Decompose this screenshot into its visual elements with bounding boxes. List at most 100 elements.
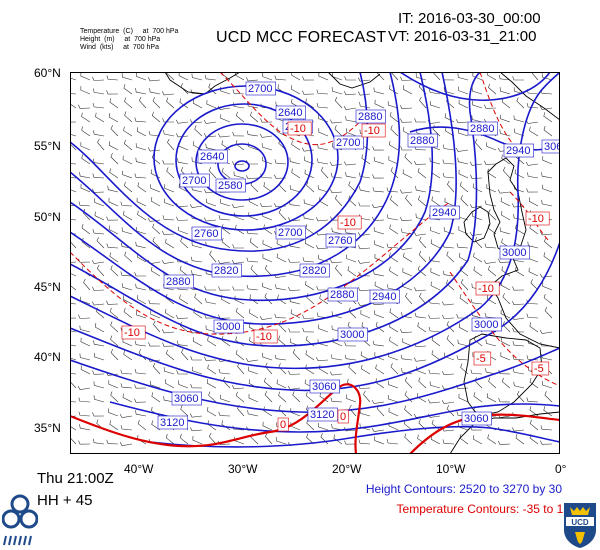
wind-barb [526,188,539,193]
wind-barb [134,398,147,403]
wind-barb [344,76,357,81]
wind-barb [70,93,77,95]
wind-barb [93,130,105,137]
height-label: 3060 [309,379,340,394]
wind-barb [516,97,525,109]
wind-barb [80,86,91,95]
wind-barb [232,244,244,249]
svg-text:2760: 2760 [328,235,352,247]
wind-barb [485,368,497,375]
wind-barb [357,77,371,82]
wind-barb [192,337,203,347]
wind-barb [317,185,329,193]
coastlines [164,72,560,454]
wind-barb [110,265,119,277]
wind-barb [543,126,553,137]
wind-barb [419,236,427,249]
height-label: 3000 [337,327,368,342]
forecast-lead: HH + 45 [37,492,93,509]
wind-barb [303,214,315,221]
wind-barb [372,146,385,151]
wind-barb [91,260,105,264]
wind-barb [401,368,413,375]
wind-barb [262,421,273,431]
wind-barb [205,143,217,151]
wind-barb [148,342,161,347]
wind-barb [458,253,469,263]
wind-barb [513,368,525,375]
wind-barb [276,379,287,389]
wind-barb [474,236,483,249]
wind-barb [400,354,413,361]
temperature-label: -5 [531,361,550,376]
wind-barb [428,369,441,375]
temp-contours-legend: Temperature Contours: -35 to 15 by 5 [396,502,596,516]
wind-barb [260,118,273,123]
wind-barb [204,286,216,291]
svg-text:2940: 2940 [506,145,530,157]
svg-text:2760: 2760 [194,228,218,240]
wind-barb [248,393,259,403]
svg-text:2700: 2700 [182,175,206,187]
wind-barb [343,106,357,111]
wind-barb [458,226,469,235]
wind-barb [400,216,413,222]
height-label: 2640 [197,149,228,164]
wind-barb [431,336,441,347]
wind-barb [274,174,287,179]
temperature-label: -10 [337,215,362,230]
wind-barb [109,168,119,179]
wind-barb [135,410,147,417]
temperature-label: -10 [287,121,312,136]
wind-barb [344,341,357,347]
wind-barb [375,364,385,375]
height-contour-15 [399,72,551,102]
wind-barb [444,197,455,207]
wind-barb [167,138,175,151]
wind-barb [472,212,483,221]
wind-barb [499,87,511,95]
wind-barb [110,153,119,165]
wind-barb [124,111,133,123]
wind-barb [447,180,455,193]
temp-contour-3 [449,271,560,387]
wind-barb [329,119,343,124]
wind-barb [306,433,315,445]
svg-text:-10: -10 [124,327,140,339]
wind-barb [371,399,385,404]
wind-barb [262,239,273,249]
coast-africa [449,411,560,454]
wind-barb [512,300,525,306]
wind-barb [152,362,161,375]
wind-barb [460,195,469,207]
wind-barb [343,161,357,166]
coast-scandinavia [499,72,560,121]
wind-barb [147,217,161,222]
wind-barb [192,366,203,375]
wind-barb [79,424,91,431]
wind-barb [205,298,217,305]
wind-barb [529,126,539,137]
wind-barb [316,217,329,222]
wind-barb [70,425,77,431]
wind-barb [456,355,469,361]
wind-barb [134,384,147,389]
wind-barb [78,440,91,445]
wind-barb [70,373,77,375]
wind-barb [92,173,105,179]
wind-barb [442,370,455,376]
wind-barb [70,139,77,151]
svg-text:3060: 3060 [312,381,336,393]
wind-barb [290,309,301,319]
wind-barb [514,169,525,179]
wind-barb [457,157,469,165]
wind-barb [305,350,315,361]
wind-barb [319,364,329,375]
wind-barb [82,208,91,221]
wind-barb [95,112,105,123]
wind-barb [209,250,217,263]
wind-barb [205,325,217,333]
wind-barb [331,87,343,95]
wind-barb [147,147,161,152]
wind-barb [302,257,315,263]
